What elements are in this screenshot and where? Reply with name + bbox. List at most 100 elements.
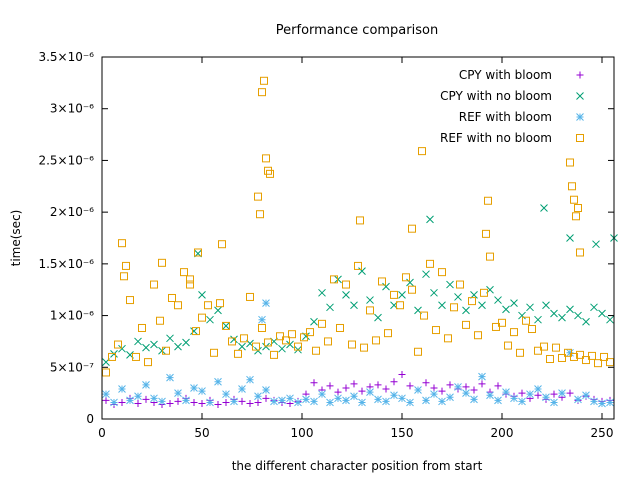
- data-point: [310, 379, 318, 387]
- data-point: [230, 335, 238, 344]
- y-tick-label: 3.5×10⁻⁶: [38, 50, 94, 64]
- data-point: [350, 301, 358, 310]
- data-point: [180, 268, 188, 277]
- data-point: [278, 344, 286, 353]
- data-point: [102, 390, 110, 399]
- data-point: [174, 389, 182, 397]
- data-point: [134, 399, 142, 407]
- data-point: [486, 252, 494, 261]
- data-point: [438, 387, 446, 395]
- data-point: [218, 240, 226, 249]
- data-point: [566, 348, 574, 357]
- data-point: [228, 337, 236, 346]
- data-point: [384, 329, 392, 338]
- legend-label: CPY with no bloom: [440, 89, 552, 103]
- data-point: [162, 346, 170, 355]
- data-point: [430, 288, 438, 297]
- data-point: [318, 288, 326, 297]
- data-point: [402, 273, 410, 282]
- data-point: [324, 337, 332, 346]
- data-point: [150, 280, 158, 289]
- legend: CPY with bloom CPY with no bloom REF with …: [440, 68, 584, 145]
- data-point: [310, 397, 318, 406]
- y-axis-title: time(sec): [9, 210, 23, 267]
- data-point: [576, 350, 584, 359]
- data-point: [374, 313, 382, 322]
- data-point: [240, 334, 248, 343]
- data-point: [462, 389, 470, 397]
- series-ref-with-no-bloom: [102, 76, 614, 377]
- data-point: [438, 397, 446, 406]
- data-point: [138, 323, 146, 332]
- data-point: [262, 299, 270, 308]
- data-point: [378, 277, 386, 286]
- data-point: [256, 210, 264, 219]
- x-tick-label: 250: [591, 426, 614, 440]
- data-point: [550, 309, 558, 318]
- data-point: [470, 395, 478, 404]
- data-point: [414, 347, 422, 356]
- data-point: [390, 378, 398, 386]
- data-point: [260, 76, 268, 85]
- data-point: [102, 368, 110, 377]
- data-point: [158, 258, 166, 267]
- data-point: [446, 393, 454, 402]
- data-point: [360, 343, 368, 352]
- data-point: [166, 399, 174, 407]
- data-point: [254, 346, 262, 355]
- x-tick-label: 100: [291, 426, 314, 440]
- data-point: [590, 397, 598, 406]
- data-point: [470, 386, 478, 394]
- data-point: [484, 196, 492, 205]
- legend-marker: [576, 71, 584, 79]
- data-point: [262, 386, 270, 394]
- x-tick-label: 0: [98, 426, 106, 440]
- data-point: [326, 398, 334, 407]
- data-point: [204, 301, 212, 310]
- series-cpy-with-no-bloom: [102, 204, 618, 366]
- x-axis-title: the different character position from st…: [232, 459, 483, 473]
- data-point: [238, 385, 246, 393]
- data-point: [498, 318, 506, 327]
- data-point: [262, 394, 270, 402]
- data-point: [358, 267, 366, 275]
- data-point: [432, 326, 440, 335]
- data-point: [198, 313, 206, 322]
- data-point: [156, 316, 164, 325]
- data-point: [534, 391, 542, 399]
- data-point: [198, 399, 206, 407]
- data-point: [306, 328, 314, 337]
- data-point: [446, 381, 454, 389]
- y-tick-label: 3×10⁻⁶: [50, 102, 94, 116]
- data-point: [216, 299, 224, 308]
- data-point: [462, 383, 470, 391]
- data-point: [254, 192, 262, 201]
- data-point: [390, 391, 398, 400]
- data-point: [222, 322, 230, 330]
- data-point: [568, 182, 576, 191]
- data-point: [294, 342, 302, 351]
- data-point: [534, 385, 542, 393]
- data-point: [342, 291, 350, 299]
- data-point: [468, 297, 476, 306]
- data-point: [480, 288, 488, 297]
- data-point: [118, 344, 126, 353]
- data-point: [258, 315, 266, 324]
- data-point: [422, 270, 430, 279]
- data-point: [234, 349, 242, 358]
- data-point: [374, 395, 382, 404]
- data-point: [574, 204, 582, 213]
- y-tick-label: 5×10⁻⁷: [50, 360, 94, 374]
- data-point: [558, 313, 566, 322]
- data-point: [118, 398, 126, 406]
- data-point: [406, 278, 414, 287]
- data-point: [572, 212, 580, 221]
- data-point: [566, 389, 574, 397]
- data-point: [174, 301, 182, 310]
- data-point: [492, 322, 500, 331]
- data-point: [558, 353, 566, 362]
- legend-label: REF with no bloom: [440, 131, 552, 145]
- data-point: [254, 392, 262, 401]
- data-point: [318, 319, 326, 328]
- data-point: [550, 390, 558, 398]
